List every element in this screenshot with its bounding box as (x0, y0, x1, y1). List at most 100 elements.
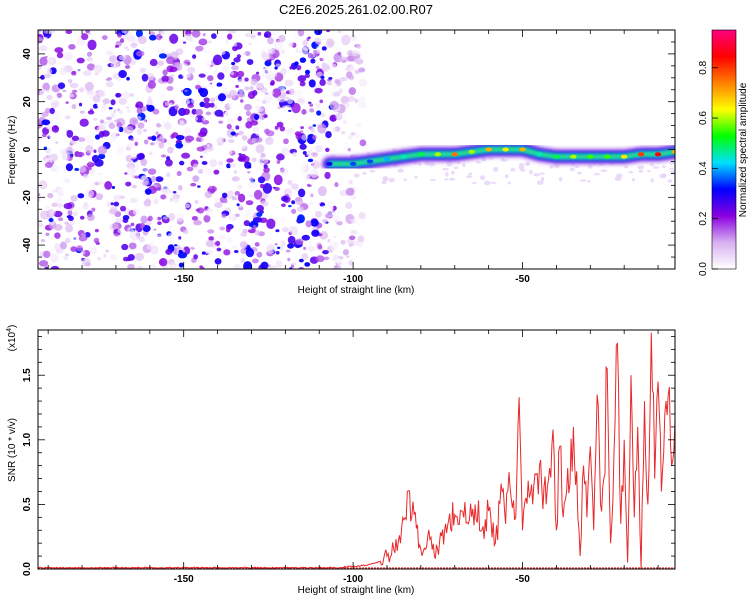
noise-speckle (38, 63, 42, 71)
noise-speckle (135, 101, 144, 109)
noise-speckle (241, 135, 248, 141)
noise-speckle (244, 86, 250, 91)
noise-speckle (178, 122, 187, 132)
noise-speckle (172, 238, 182, 249)
noise-speckle (64, 221, 70, 225)
noise-speckle (232, 244, 238, 250)
noise-speckle (209, 158, 218, 168)
noise-speckle (141, 73, 149, 82)
noise-speckle (311, 229, 320, 237)
noise-speckle (169, 33, 179, 44)
noise-speckle (133, 160, 143, 172)
noise-speckle (264, 128, 270, 134)
noise-speckle (203, 169, 212, 178)
noise-speckle (248, 180, 257, 189)
noise-speckle (428, 162, 436, 167)
noise-speckle (129, 75, 135, 79)
noise-speckle (187, 66, 196, 74)
noise-speckle (181, 63, 188, 69)
noise-speckle (266, 244, 276, 254)
noise-speckle (299, 143, 307, 150)
noise-speckle (287, 243, 295, 249)
noise-speckle (173, 197, 179, 204)
noise-speckle (346, 55, 355, 62)
noise-speckle (262, 70, 271, 79)
ridge-point (400, 154, 408, 159)
noise-speckle (140, 158, 148, 167)
noise-speckle (225, 226, 231, 233)
noise-speckle (67, 79, 73, 84)
noise-speckle (62, 132, 66, 137)
noise-speckle (198, 131, 207, 137)
noise-speckle (310, 58, 316, 64)
colorbar-frame (711, 29, 737, 270)
noise-speckle (143, 139, 149, 145)
noise-speckle (245, 226, 252, 231)
noise-speckle (321, 46, 327, 51)
noise-speckle (142, 166, 149, 172)
noise-speckle (87, 193, 92, 198)
noise-speckle (203, 214, 211, 223)
noise-speckle (83, 70, 92, 77)
noise-speckle (45, 232, 50, 237)
noise-speckle (223, 249, 231, 256)
noise-speckle (334, 215, 341, 223)
noise-speckle (105, 50, 115, 56)
noise-speckle (194, 241, 199, 245)
noise-speckle (216, 247, 222, 252)
noise-speckle (272, 88, 282, 98)
noise-speckle (174, 104, 179, 110)
noise-speckle (337, 51, 342, 56)
noise-speckle (291, 102, 301, 114)
noise-speckle (78, 165, 87, 173)
noise-speckle (348, 259, 354, 266)
noise-speckle (226, 190, 234, 199)
noise-speckle (282, 92, 287, 96)
noise-speckle (260, 200, 269, 207)
noise-speckle (255, 144, 265, 154)
noise-speckle (122, 35, 130, 40)
noise-speckle (227, 239, 233, 244)
noise-speckle (316, 41, 321, 45)
noise-speckle (297, 50, 303, 54)
noise-speckle (490, 181, 497, 184)
noise-speckle (268, 70, 278, 78)
noise-speckle (67, 210, 73, 216)
noise-speckle (202, 47, 208, 53)
noise-speckle (240, 232, 248, 237)
noise-speckle (54, 232, 61, 239)
noise-speckle (136, 107, 143, 115)
noise-speckle (347, 50, 354, 57)
noise-speckle (296, 214, 305, 224)
noise-speckle (269, 265, 278, 269)
noise-speckle (344, 67, 349, 72)
noise-speckle (255, 137, 263, 143)
noise-speckle (144, 188, 152, 195)
noise-speckle (310, 127, 315, 133)
noise-speckle (539, 172, 545, 175)
noise-speckle (149, 142, 155, 146)
noise-speckle (198, 73, 206, 78)
noise-speckle (47, 58, 54, 64)
noise-speckle (124, 172, 128, 175)
noise-speckle (348, 235, 356, 240)
ridge-point (587, 154, 594, 159)
noise-speckle (279, 126, 286, 132)
noise-speckle (161, 75, 169, 83)
noise-speckle (256, 251, 263, 258)
ridge-point (383, 157, 391, 162)
noise-speckle (191, 30, 201, 38)
noise-speckle (319, 230, 329, 240)
snr-frame (37, 329, 676, 570)
noise-speckle (207, 229, 215, 234)
noise-speckle (192, 54, 197, 59)
noise-speckle (153, 228, 157, 231)
noise-speckle (587, 180, 591, 183)
noise-speckle (57, 82, 66, 89)
noise-speckle (214, 202, 223, 209)
noise-speckle (134, 141, 139, 146)
spectrogram-x-ticks: -150 -100 -50 (47, 30, 659, 285)
noise-speckle (284, 79, 294, 87)
noise-speckle (340, 172, 345, 177)
ridge-point (553, 154, 560, 159)
